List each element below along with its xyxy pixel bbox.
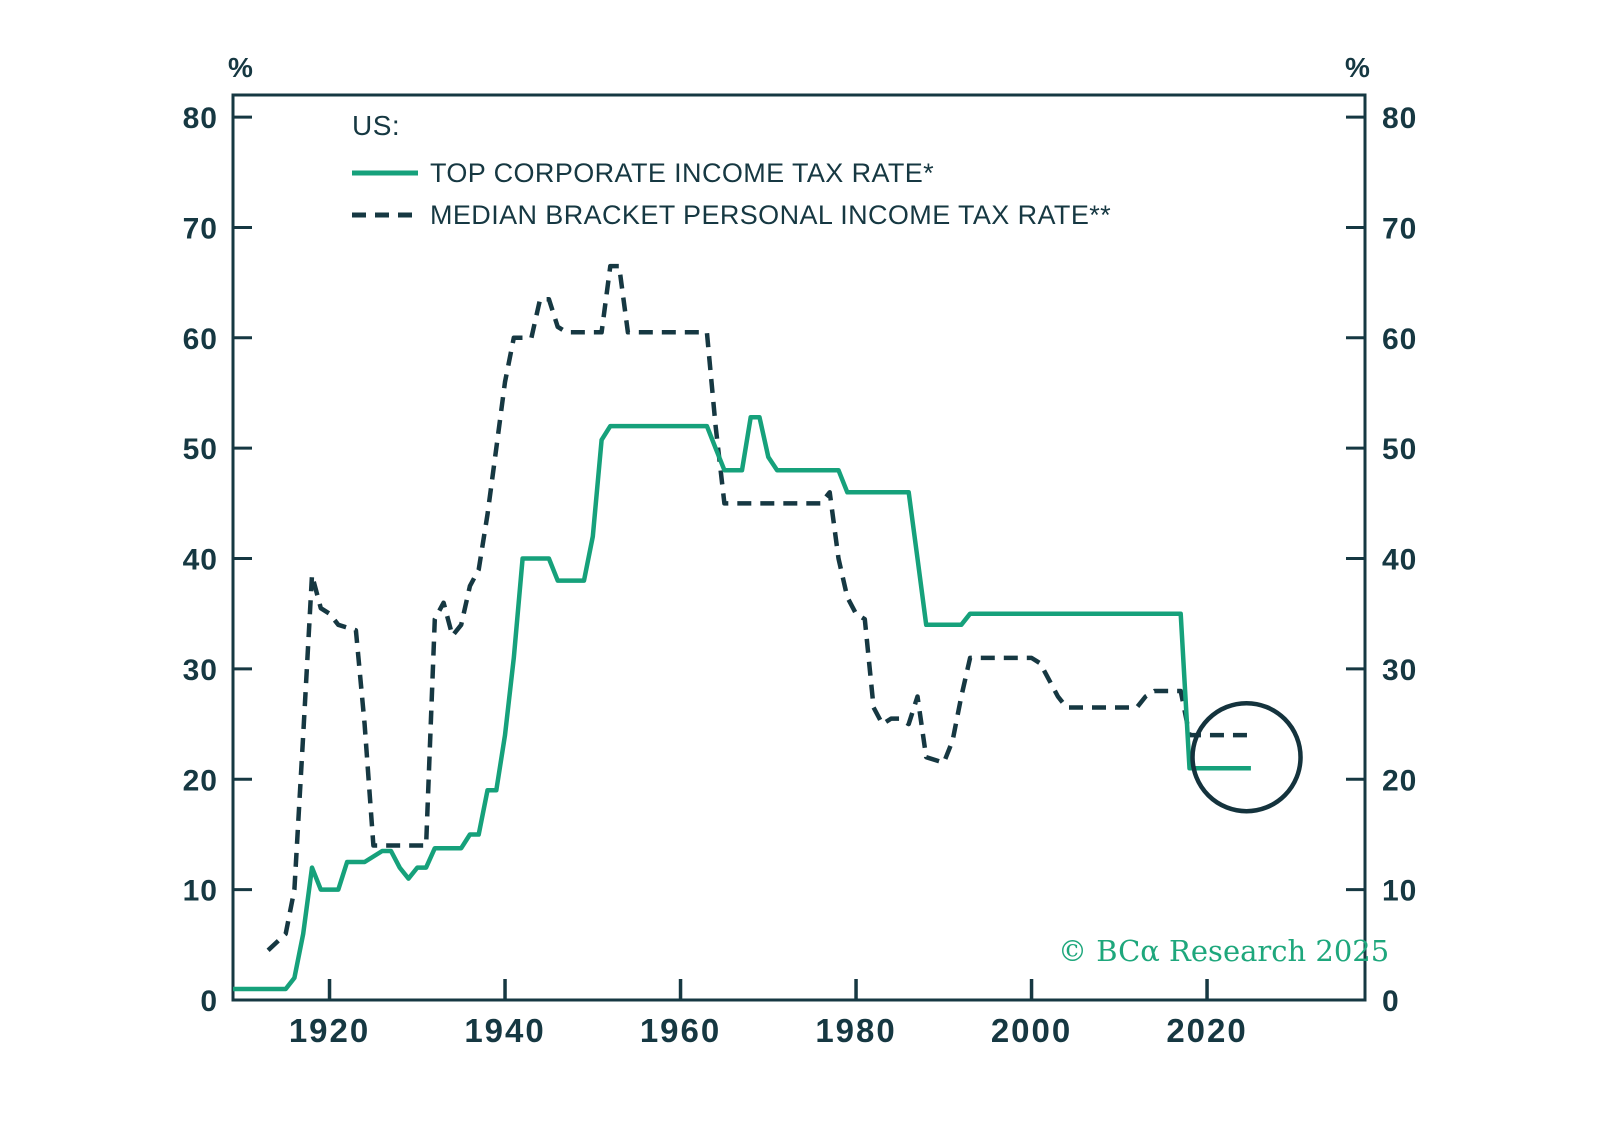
y-axis-unit-left: % xyxy=(228,52,254,83)
y-tick-label-left: 40 xyxy=(183,544,218,577)
personal-tax-line xyxy=(266,263,1251,952)
legend-item-corporate: TOP CORPORATE INCOME TAX RATE* xyxy=(352,152,1111,194)
y-tick-label-left: 60 xyxy=(183,323,218,356)
x-tick-label: 1960 xyxy=(640,1012,721,1049)
x-tick-label: 2020 xyxy=(1166,1012,1247,1049)
y-tick-label-left: 70 xyxy=(183,212,218,245)
y-tick-label-right: 0 xyxy=(1382,985,1400,1018)
y-tick-label-left: 20 xyxy=(183,764,218,797)
x-tick-label: 1940 xyxy=(464,1012,545,1049)
y-tick-label-right: 20 xyxy=(1382,764,1417,797)
y-tick-label-left: 50 xyxy=(183,433,218,466)
legend: US: TOP CORPORATE INCOME TAX RATE* MEDIA… xyxy=(352,110,1111,236)
legend-title: US: xyxy=(352,110,401,141)
x-tick-label: 2000 xyxy=(991,1012,1072,1049)
y-tick-label-right: 80 xyxy=(1382,102,1417,135)
y-tick-label-right: 70 xyxy=(1382,212,1417,245)
corporate-tax-line xyxy=(233,415,1251,992)
y-tick-label-left: 30 xyxy=(183,654,218,687)
chart-frame xyxy=(231,93,1367,1002)
y-tick-label-right: 40 xyxy=(1382,544,1417,577)
y-tick-label-left: 80 xyxy=(183,102,218,135)
x-tick-label: 1980 xyxy=(815,1012,896,1049)
y-tick-label-right: 50 xyxy=(1382,433,1417,466)
y-axis-unit-right: % xyxy=(1345,52,1371,83)
x-tick-label: 1920 xyxy=(289,1012,370,1049)
y-tick-label-right: 60 xyxy=(1382,323,1417,356)
legend-item-personal: MEDIAN BRACKET PERSONAL INCOME TAX RATE*… xyxy=(352,194,1111,236)
dashed-line-sample-icon xyxy=(352,212,418,218)
copyright-source: © BCα Research 2025 xyxy=(1058,934,1390,968)
y-tick-label-left: 0 xyxy=(200,985,218,1018)
y-tick-label-right: 30 xyxy=(1382,654,1417,687)
y-tick-label-right: 10 xyxy=(1382,875,1417,908)
legend-label-corporate: TOP CORPORATE INCOME TAX RATE* xyxy=(430,157,935,188)
solid-line-sample-icon xyxy=(352,170,418,176)
y-tick-label-left: 10 xyxy=(183,875,218,908)
latest-values-highlight-circle xyxy=(1190,700,1303,814)
legend-label-personal: MEDIAN BRACKET PERSONAL INCOME TAX RATE*… xyxy=(430,199,1112,230)
